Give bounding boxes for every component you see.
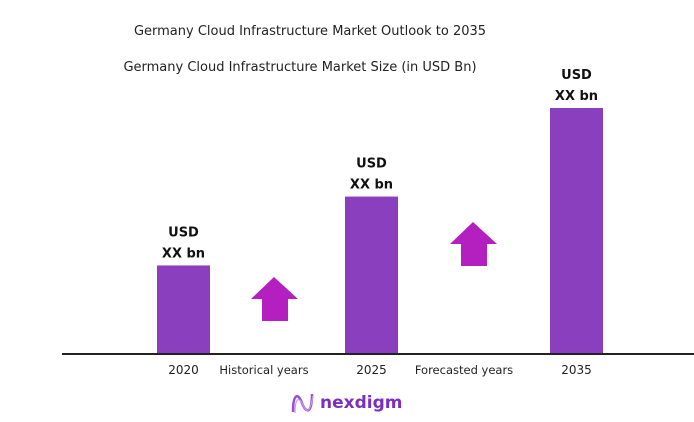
data-label: USD xyxy=(356,157,387,172)
x-tick-label: 2035 xyxy=(561,363,592,377)
chart-title: Germany Cloud Infrastructure Market Outl… xyxy=(133,24,487,39)
chart-subtitle: Germany Cloud Infrastructure Market Size… xyxy=(123,60,477,75)
bar-2020 xyxy=(157,265,210,354)
data-label: USD xyxy=(561,68,592,83)
x-tick-label: 2020 xyxy=(168,363,199,377)
data-label: XX bn xyxy=(350,178,393,193)
bar-2035 xyxy=(550,108,603,354)
x-tick-label: 2025 xyxy=(356,363,387,377)
nexdigm-logo-icon xyxy=(291,393,314,414)
brand-logo: nexdigm xyxy=(290,390,402,416)
period-label: Forecasted years xyxy=(415,363,513,377)
bar-2025 xyxy=(345,196,398,354)
growth-arrow-icon xyxy=(251,277,298,321)
period-label: Historical years xyxy=(219,363,308,377)
data-label: XX bn xyxy=(555,89,598,104)
data-label: XX bn xyxy=(162,246,205,261)
growth-arrow-icon xyxy=(450,222,497,266)
brand-name: nexdigm xyxy=(320,393,403,413)
data-label: USD xyxy=(168,225,199,240)
